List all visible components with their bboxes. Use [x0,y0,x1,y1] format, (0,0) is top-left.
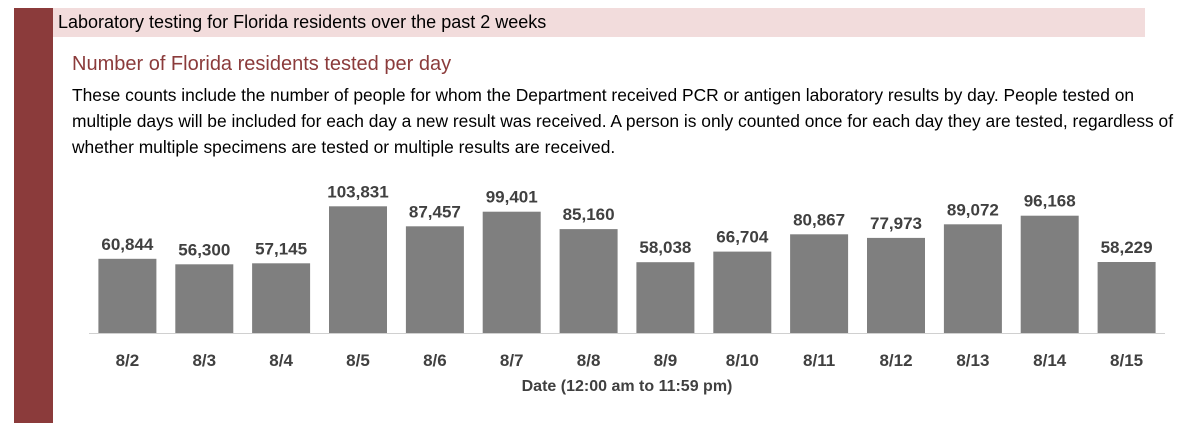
chart-description: These counts include the number of peopl… [72,85,1174,157]
tick-label-8-8: 8/8 [577,351,601,370]
bar-8-8 [559,229,618,333]
bar-8-6 [405,226,464,333]
data-label-8-8: 85,160 [563,205,615,224]
tick-label-8-10: 8/10 [726,351,759,370]
data-label-8-7: 99,401 [486,188,538,207]
bar-8-9 [636,262,695,333]
data-label-8-4: 57,145 [255,239,307,258]
bar-8-10 [713,251,772,333]
data-label-8-11: 80,867 [793,210,845,229]
tick-label-8-7: 8/7 [500,351,524,370]
data-label-8-13: 89,072 [947,200,999,219]
tick-label-8-9: 8/9 [654,351,678,370]
bar-8-15 [1097,262,1156,333]
bar-8-12 [867,237,925,333]
x-axis-title: Date (12:00 am to 11:59 pm) [522,378,733,395]
bar-8-5 [329,206,387,333]
data-label-8-6: 87,457 [409,202,461,221]
data-label-8-2: 60,844 [101,235,154,254]
bar-8-2 [98,258,157,333]
tick-label-8-2: 8/2 [116,351,140,370]
tick-label-8-14: 8/14 [1033,351,1067,370]
chart-title: Number of Florida residents tested per d… [72,53,452,75]
bar-8-11 [790,234,849,333]
tick-label-8-11: 8/11 [803,351,835,370]
bar-8-14 [1020,215,1079,333]
section-header: Laboratory testing for Florida residents… [53,8,1145,37]
tick-label-8-5: 8/5 [346,351,370,370]
section-title: Laboratory testing for Florida residents… [58,12,547,32]
value-labels-group: 60,844 56,300 57,145 103,831 87,457 99,401 85,… [101,182,1152,259]
data-label-8-14: 96,168 [1024,192,1076,211]
bars-group [98,206,1156,333]
tick-label-8-6: 8/6 [423,351,447,370]
bar-8-13 [943,224,1002,333]
bar-8-7 [482,211,541,333]
side-accent-bar [14,8,53,423]
tick-label-8-3: 8/3 [192,351,216,370]
tick-label-8-4: 8/4 [269,351,293,370]
data-label-8-10: 66,704 [716,228,769,247]
data-label-8-12: 77,973 [870,214,922,233]
tick-label-8-15: 8/15 [1110,351,1143,370]
bar-8-3 [175,264,234,333]
tick-label-8-12: 8/12 [879,351,912,370]
data-label-8-5: 103,831 [327,182,388,201]
tick-labels-group: 8/2 8/3 8/4 8/5 8/6 8/7 8/8 8/9 8/10 8/11 8/12 8/13… [116,351,1144,370]
data-label-8-15: 58,229 [1101,238,1153,257]
bar-8-4 [252,263,311,333]
data-label-8-9: 58,038 [639,238,691,257]
tick-label-8-13: 8/13 [956,351,989,370]
data-label-8-3: 56,300 [178,240,230,259]
